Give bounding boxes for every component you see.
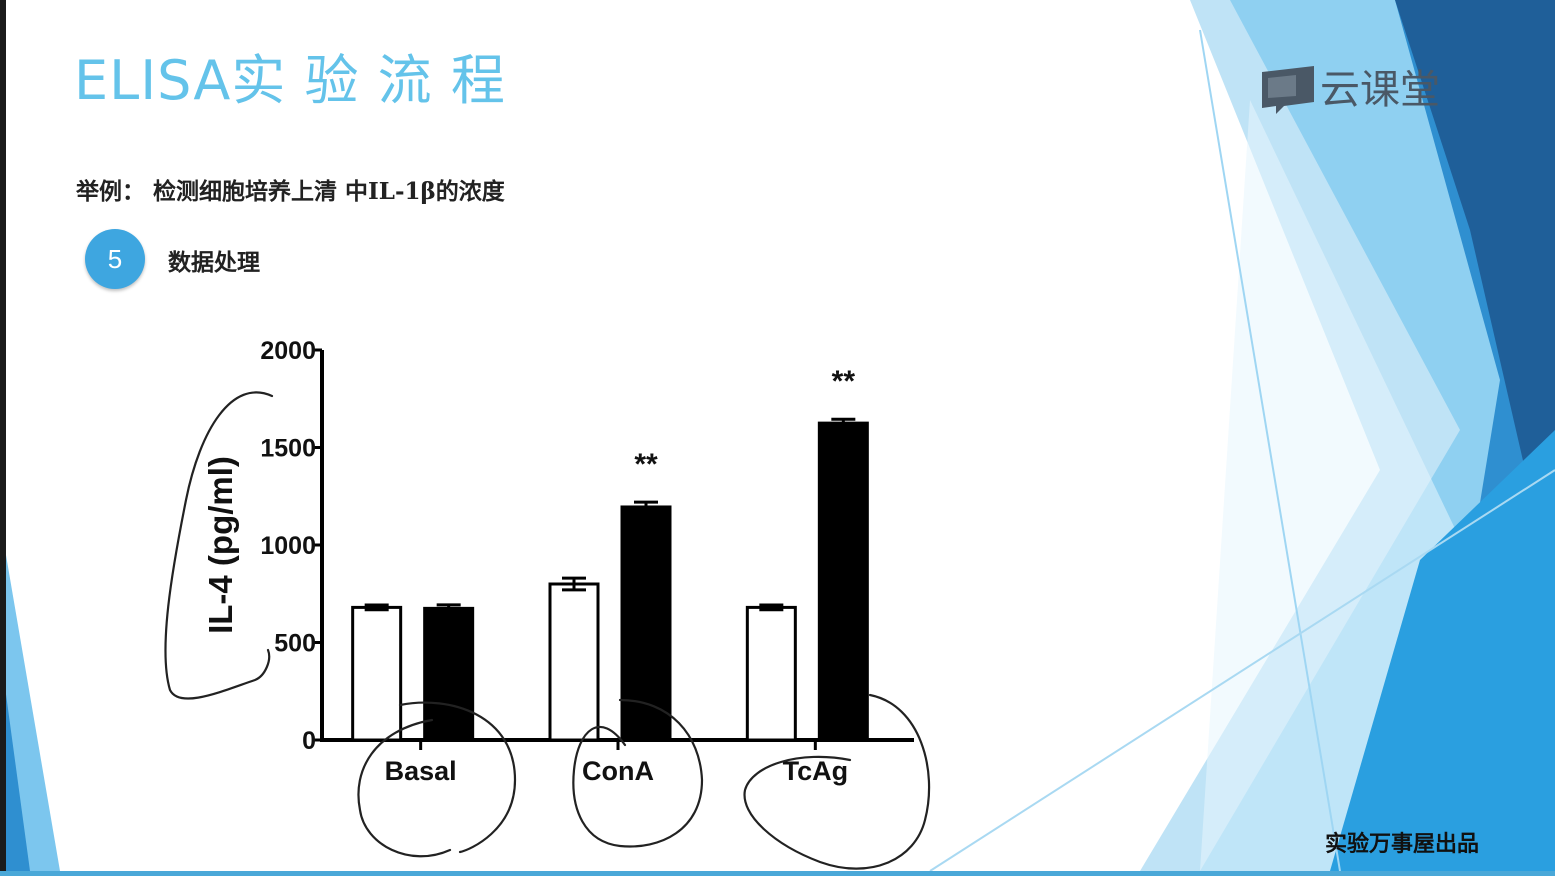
slide-title: ELISA实 验 流 程 — [74, 49, 506, 112]
ink-loop-ylabel — [164, 391, 274, 700]
y-tick-label: 1000 — [260, 532, 316, 560]
bar — [548, 582, 600, 742]
decor-left-wedge-dark — [0, 650, 30, 871]
logo-text: 云课堂 — [1320, 67, 1440, 113]
bar — [620, 505, 672, 742]
chat-bubble-icon — [1262, 66, 1314, 114]
bottom-border — [0, 871, 1555, 876]
logo: 云课堂 — [1258, 64, 1458, 116]
y-axis-label: IL-4 (pg/ml) — [202, 456, 239, 634]
y-tick-label: 1500 — [260, 435, 316, 463]
ink-circle-tcag — [743, 693, 931, 870]
left-border — [0, 0, 6, 876]
handwritten-annotations — [164, 391, 931, 870]
significance-marker: ** — [634, 448, 658, 481]
bar — [745, 605, 797, 742]
footer-credit: 实验万事屋出品 — [1325, 831, 1480, 857]
decor-lower-panel — [1330, 430, 1555, 871]
x-category-label: ConA — [582, 756, 654, 786]
y-tick-label: 2000 — [260, 337, 316, 365]
bar — [351, 605, 403, 742]
ink-circle-cona — [572, 698, 704, 848]
x-category-label: TcAg — [783, 756, 849, 786]
y-tick-label: 500 — [274, 630, 316, 658]
bar — [817, 421, 869, 742]
decor-line-1 — [1199, 29, 1341, 872]
x-category-label: Basal — [385, 756, 457, 786]
example-text: 举例： 检测细胞培养上清 中IL-1β的浓度 — [76, 178, 505, 205]
ink-circle-basal — [357, 701, 517, 858]
decor-line-2 — [929, 469, 1555, 872]
y-tick-label: 0 — [302, 727, 316, 755]
step-label: 数据处理 — [168, 249, 260, 276]
significance-marker: ** — [832, 365, 856, 398]
step-number-badge: 5 — [85, 229, 145, 289]
decor-dark-panel — [1395, 0, 1555, 600]
